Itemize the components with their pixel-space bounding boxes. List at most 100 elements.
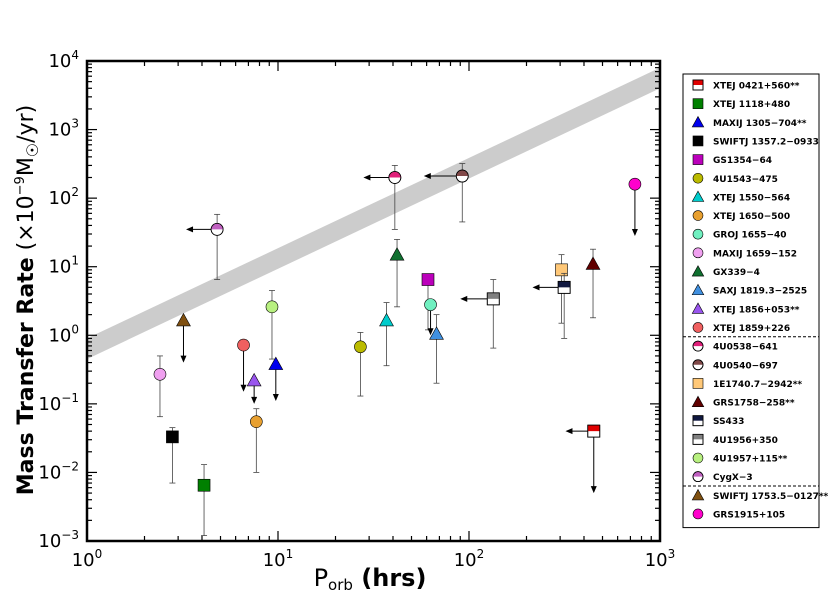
y-tick-label: 102 [48,185,79,209]
legend-marker-ss433 [692,415,704,427]
limit-arrow-xtej-0421-560-0 [565,428,573,435]
legend-entry-xtej-0421-560: XTEJ 0421+560** [692,79,800,92]
marker-swiftj-1753-5-0127-shape [176,312,191,327]
point-gx339-4 [389,239,405,308]
legend-marker-grs1758-258-shape [691,395,705,407]
legend-marker-xtej-0421-560-edge [692,79,704,91]
legend-marker-ss433-edge [692,415,704,427]
marker-grs1915-105-shape [628,177,642,191]
legend-marker-swiftj-1357-2-0933 [692,135,704,147]
marker-gs1354-64 [421,273,435,286]
legend-marker-grs1915-105 [692,508,704,520]
legend-label-saxj-1819-3-2525: SAXJ 1819.3−2525 [713,287,807,297]
sun-symbol-icon: ☉ [23,143,42,157]
legend-entry-maxij-1659-152: MAXIJ 1659−152 [692,247,797,259]
point-xtej-1650-500 [250,408,263,473]
legend-label-xtej-1856-053: XTEJ 1856+053** [713,305,800,315]
legend-entry-xtej-1118-480: XTEJ 1118+480 [692,98,790,110]
marker-maxij-1305-704-shape [268,356,284,370]
point-xtej-1856-053 [246,372,262,404]
legend-label-4u1957-115: 4U1957+115** [713,455,788,465]
limit-arrow-cygx-3-0 [186,226,194,233]
limit-arrow-xtej-1859-226-0 [240,384,247,392]
point-xtej-1859-226 [237,338,250,392]
legend-marker-4u0538-641 [692,340,704,352]
band-layer [87,67,660,360]
marker-xtej-1859-226 [237,338,250,352]
legend-label-ss433: SS433 [713,417,744,427]
x-axis-label-rest: (hrs) [353,564,427,592]
legend-label-maxij-1659-152: MAXIJ 1659−152 [713,249,797,259]
x-axis-label-base: P [314,564,328,592]
legend-marker-xtej-1650-500 [692,210,704,221]
legend-marker-xtej-1856-053-shape [691,302,705,314]
legend-marker-4u1543-475 [692,172,704,184]
legend-marker-xtej-1650-500-shape [692,210,704,221]
marker-4u0540-697-top [456,170,469,177]
limit-arrow-ss433-0 [532,284,540,291]
marker-gs1354-64-shape [421,273,435,286]
legend-entry-groj-1655-40: GROJ 1655−40 [692,228,787,241]
legend-marker-xtej-1550-564-shape [691,190,705,202]
legend-entry-ss433: SS433 [692,415,744,427]
marker-xtej-0421-560-top [587,425,600,432]
y-axis-label: Mass Transfer Rate (×10−9M☉/yr) [13,105,42,495]
point-swiftj-1753-5-0127 [176,312,191,363]
legend-label-gx339-4: GX339−4 [713,268,760,278]
legend-entry-gx339-4: GX339−4 [691,265,760,278]
legend-marker-gx339-4 [691,265,705,277]
legend-marker-saxj-1819-3-2525-shape [691,283,705,296]
legend-entry-swiftj-1357-2-0933: SWIFTJ 1357.2−0933 [692,135,819,147]
marker-groj-1655-40-shape [424,298,437,311]
x-tick-label: 100 [72,547,103,571]
legend-marker-4u0538-641-top [693,341,703,347]
prediction-band [87,67,660,360]
legend-label-xtej-1118-480: XTEJ 1118+480 [713,100,790,110]
legend-label-xtej-1859-226: XTEJ 1859+226 [713,324,790,334]
legend-marker-4u1956-350-edge [692,433,704,445]
y-tick-label: 10−2 [38,459,79,483]
legend-marker-ss433-top [693,415,703,421]
legend: XTEJ 0421+560** XTEJ 1118+480 MAXIJ 1305−7… [682,73,829,529]
marker-1e1740-7-2942 [555,263,568,277]
legend-marker-xtej-1550-564 [691,190,705,202]
legend-marker-xtej-0421-560-top [693,80,703,85]
marker-grs1758-258 [585,256,601,270]
x-tick-label: 101 [263,547,294,571]
legend-marker-saxj-1819-3-2525 [691,283,705,296]
legend-entry-xtej-1856-053: XTEJ 1856+053** [691,302,800,315]
marker-ss433-edge [557,280,571,294]
y-tick-label: 103 [48,117,79,141]
legend-marker-swiftj-1753-5-0127-shape [691,488,705,501]
legend-marker-grs1758-258 [691,395,705,407]
legend-entry-4u1543-475: 4U1543−475 [692,172,778,185]
limit-arrow-groj-1655-40-0 [427,328,434,336]
point-4u0538-641 [363,165,402,230]
legend-marker-4u1956-350 [692,433,704,445]
marker-xtej-1856-053 [246,372,262,387]
marker-maxij-1659-152-shape [153,367,167,381]
marker-swiftj-1357-2-0933-shape [166,430,179,444]
marker-ss433-top [558,281,571,288]
legend-marker-groj-1655-40 [692,228,704,240]
point-cygx-3 [186,213,224,280]
marker-maxij-1305-704 [268,356,284,370]
point-groj-1655-40 [424,298,437,336]
legend-entry-grs1915-105: GRS1915+105 [692,508,785,520]
legend-entry-xtej-1650-500: XTEJ 1650−500 [692,210,790,222]
point-xtej-0421-560 [565,424,601,494]
point-4u0540-697 [423,163,469,223]
marker-xtej-1550-564-shape [379,312,394,327]
marker-4u1543-475 [354,340,367,354]
legend-label-maxij-1305-704: MAXIJ 1305−704** [713,119,807,129]
y-tick-label: 100 [48,322,79,346]
y-axis-label-unit-end: /yr) [14,105,39,143]
marker-xtej-1856-053-shape [246,372,262,387]
x-tick-label: 102 [454,547,485,571]
marker-swiftj-1753-5-0127 [176,312,191,327]
x-axis-ticks: 100 101 102 103 [72,61,675,571]
marker-4u0538-641 [388,171,402,184]
legend-entry-swiftj-1753-5-0127: SWIFTJ 1753.5−0127** [691,488,829,502]
marker-saxj-1819-3-2525-shape [429,326,444,340]
points-layer [153,163,642,536]
